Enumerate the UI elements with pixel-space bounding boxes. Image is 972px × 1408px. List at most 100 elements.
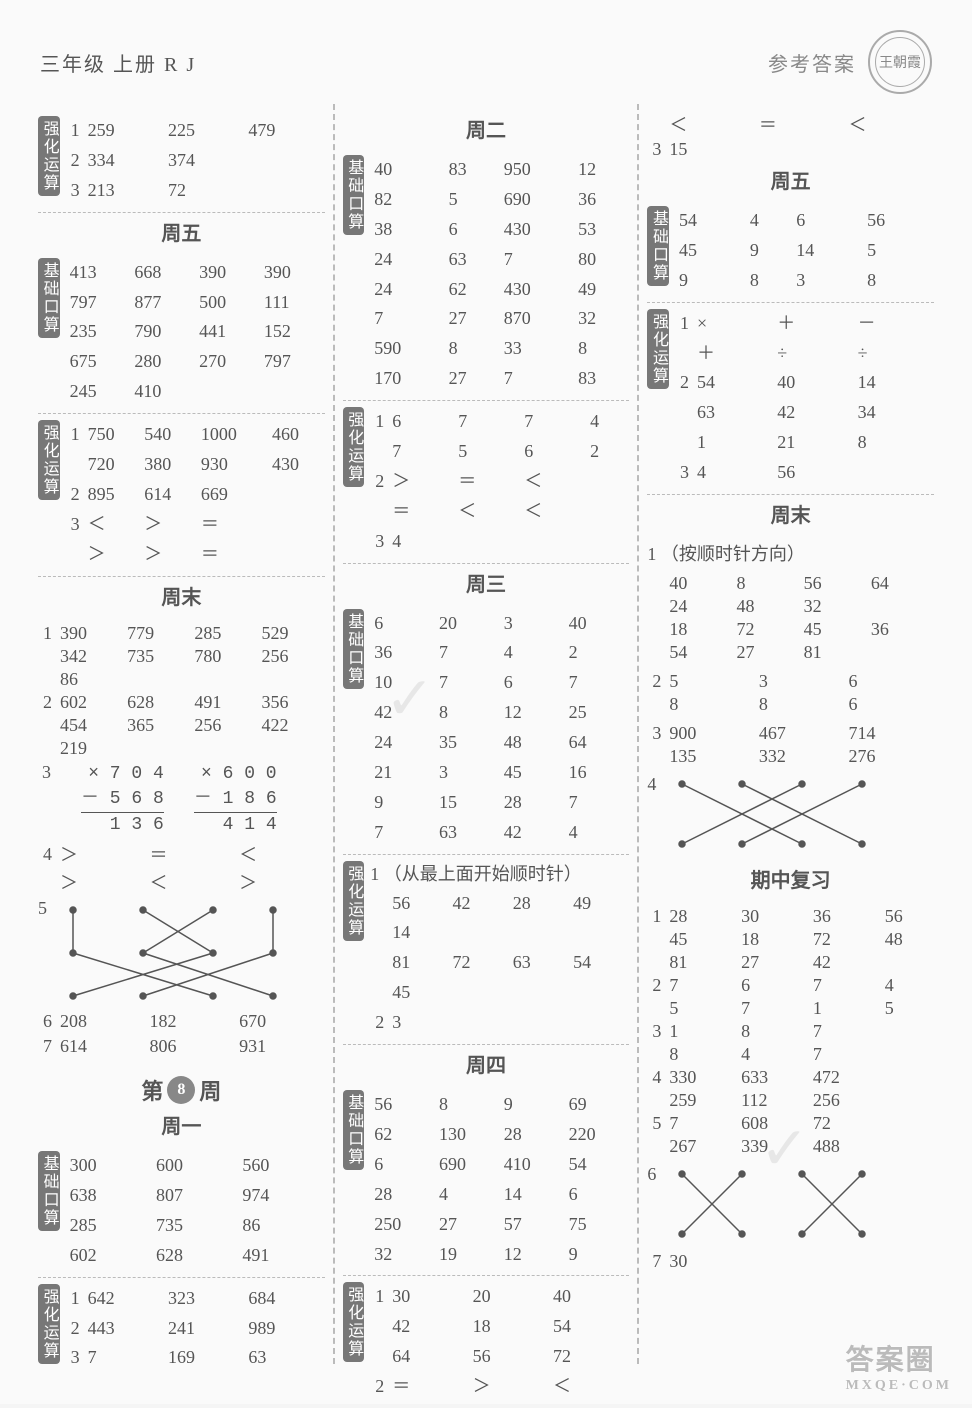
cell bbox=[675, 428, 693, 458]
cell: 64 bbox=[388, 1342, 468, 1372]
cell: 614 bbox=[140, 480, 197, 510]
cell: 690 bbox=[500, 185, 574, 215]
cell: 10 bbox=[370, 668, 435, 698]
title-wed: 周三 bbox=[343, 568, 630, 597]
cell: 334 bbox=[84, 146, 164, 176]
week8-title: 第 8 周 bbox=[38, 1074, 325, 1106]
cell: ＞ bbox=[56, 840, 146, 868]
cell bbox=[867, 641, 934, 664]
cell bbox=[370, 948, 388, 978]
cell: 540 bbox=[140, 420, 197, 450]
cell: 48 bbox=[500, 728, 565, 758]
cell bbox=[647, 1043, 665, 1066]
cell bbox=[881, 1020, 934, 1043]
cell: 560 bbox=[238, 1151, 324, 1181]
cell: 54 bbox=[693, 368, 773, 398]
cell bbox=[244, 146, 324, 176]
cell: 6 bbox=[370, 1150, 435, 1180]
cell: 56 bbox=[800, 572, 867, 595]
cell: 735 bbox=[152, 1211, 238, 1241]
c2-jc-tue: 基础口算 40839501282569036386430532463780246… bbox=[343, 149, 630, 401]
cell bbox=[66, 450, 84, 480]
cell: 2 bbox=[66, 146, 84, 176]
cell: 7 bbox=[809, 1043, 881, 1066]
cell: 670 bbox=[235, 1010, 325, 1033]
cell: 806 bbox=[146, 1035, 236, 1058]
cell bbox=[268, 510, 325, 540]
cell: 53 bbox=[574, 215, 629, 245]
cell: 19 bbox=[435, 1240, 500, 1270]
cell: 6 bbox=[388, 407, 454, 437]
brand-seal: 王朝霞 bbox=[868, 30, 932, 94]
cell: ＝ bbox=[197, 510, 268, 540]
cell bbox=[832, 138, 883, 161]
header-left: 三年级 上册 R J bbox=[40, 48, 196, 77]
cell: 4 bbox=[388, 527, 454, 557]
cell: 642 bbox=[84, 1284, 164, 1314]
cell: 49 bbox=[574, 275, 629, 305]
cell: 1 bbox=[38, 622, 56, 645]
cell: 3 bbox=[792, 266, 863, 296]
cell: 182 bbox=[146, 1010, 236, 1033]
cell: 390 bbox=[260, 258, 325, 288]
cell: 27 bbox=[435, 1210, 500, 1240]
cell: 690 bbox=[435, 1150, 500, 1180]
cell: 6 bbox=[844, 693, 934, 716]
cell: 8 bbox=[737, 1020, 809, 1043]
column-1: 强化运算 12592254792334374321372 周五 基础口算 413… bbox=[30, 104, 335, 1364]
cell: 2 bbox=[675, 368, 693, 398]
cell: 989 bbox=[244, 1314, 324, 1344]
cell: 80 bbox=[574, 245, 629, 275]
cell: 42 bbox=[449, 889, 509, 919]
column-2: 周二 基础口算 40839501282569036386430532463780… bbox=[335, 104, 640, 1364]
cell: 7 bbox=[500, 364, 574, 394]
cell: 5 bbox=[863, 236, 934, 266]
cell bbox=[647, 693, 665, 716]
cell: 974 bbox=[238, 1181, 324, 1211]
cell: 797 bbox=[66, 288, 131, 318]
cell: 491 bbox=[190, 691, 257, 714]
cell: 56 bbox=[370, 1090, 435, 1120]
cell: 5 bbox=[647, 1112, 665, 1135]
calc3-label: 3 bbox=[42, 762, 51, 839]
cell bbox=[66, 540, 84, 570]
cell: 8 bbox=[746, 266, 792, 296]
cell: 1000 bbox=[197, 420, 268, 450]
cell bbox=[509, 978, 569, 1008]
cell: 86 bbox=[56, 668, 123, 691]
cell: ＝ bbox=[454, 467, 520, 497]
cell: 750 bbox=[84, 420, 141, 450]
cell: 931 bbox=[235, 1035, 325, 1058]
cell: 8 bbox=[574, 334, 629, 364]
cell: 3 bbox=[675, 458, 693, 488]
cell: 135 bbox=[665, 745, 755, 768]
cell: 7 bbox=[520, 407, 586, 437]
cell bbox=[370, 918, 388, 948]
cell: ＝ bbox=[755, 110, 845, 138]
c2-qh-wed: 强化运算 1 （从最上面开始顺时针） 56422849148172635445 … bbox=[343, 855, 630, 1045]
cell: 1 bbox=[66, 1284, 84, 1314]
cell: 8 bbox=[435, 698, 500, 728]
c1-jc-fri: 基础口算 41366839039079787750011123579044115… bbox=[38, 252, 325, 414]
cell: 472 bbox=[809, 1066, 881, 1089]
cell: 56 bbox=[863, 206, 934, 236]
cell: 45 bbox=[500, 758, 565, 788]
cell: 488 bbox=[809, 1135, 881, 1158]
cell bbox=[647, 1089, 665, 1112]
cell bbox=[190, 668, 257, 691]
cell: 42 bbox=[773, 398, 853, 428]
c2-qh-thu: 强化运算 13020404218546456722＝＞＜ bbox=[343, 1276, 630, 1408]
c3-title-fri: 周五 bbox=[647, 165, 934, 194]
cell: 24 bbox=[370, 728, 435, 758]
cell: 6 bbox=[520, 437, 586, 467]
cell bbox=[454, 527, 520, 557]
cell: 529 bbox=[257, 622, 324, 645]
title-fri: 周五 bbox=[38, 217, 325, 246]
cell: 8 bbox=[665, 1043, 737, 1066]
cell: 2 bbox=[370, 467, 388, 497]
cell: 259 bbox=[665, 1089, 737, 1112]
cell: 56 bbox=[388, 889, 448, 919]
cell: 7 bbox=[435, 668, 500, 698]
cell bbox=[647, 745, 665, 768]
cell bbox=[268, 540, 325, 570]
